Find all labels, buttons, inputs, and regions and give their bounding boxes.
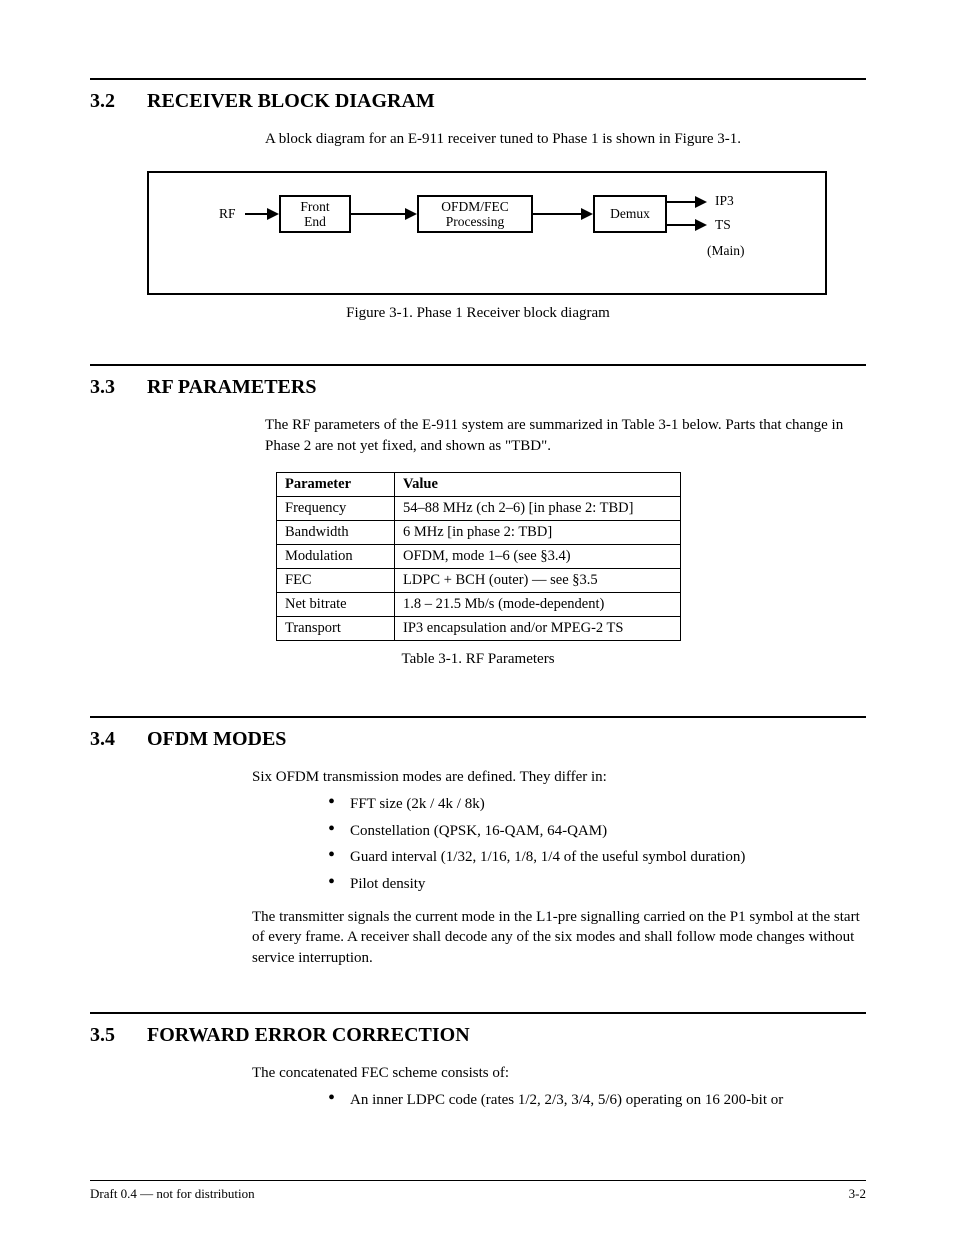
bullet-list: FFT size (2k / 4k / 8k) Constellation (QP… [90, 793, 866, 895]
section-3-3: 3.3 RF PARAMETERS The RF parameters of t… [90, 364, 866, 668]
table-cell: 1.8 – 21.5 Mb/s (mode-dependent) [395, 592, 681, 616]
list-item: FFT size (2k / 4k / 8k) [328, 793, 866, 816]
table-cell: IP3 encapsulation and/or MPEG-2 TS [395, 616, 681, 640]
diagram-node: OFDM/FECProcessing [417, 195, 533, 233]
figure-caption: Figure 3-1. Phase 1 Receiver block diagr… [90, 305, 866, 322]
table-row: TransportIP3 encapsulation and/or MPEG-2… [277, 616, 681, 640]
section-intro: A block diagram for an E-911 receiver tu… [265, 129, 865, 149]
page-footer: Draft 0.4 — not for distribution 3-2 [90, 1180, 866, 1202]
arrow-icon [351, 208, 417, 220]
section-number: 3.3 [90, 376, 115, 399]
section-number: 3.4 [90, 728, 115, 751]
list-item: Pilot density [328, 873, 866, 896]
table-cell: OFDM, mode 1–6 (see §3.4) [395, 544, 681, 568]
table-cell: 6 MHz [in phase 2: TBD] [395, 520, 681, 544]
footer-right: 3-2 [849, 1186, 866, 1202]
section-title: RF PARAMETERS [147, 376, 316, 398]
table-cell: Frequency [277, 496, 395, 520]
diagram-label: TS [715, 217, 731, 233]
diagram-node: Demux [593, 195, 667, 233]
page-content: 3.2 RECEIVER BLOCK DIAGRAM A block diagr… [90, 0, 866, 1116]
rf-parameters-table: ParameterValueFrequency54–88 MHz (ch 2–6… [276, 472, 681, 641]
section-3-2: 3.2 RECEIVER BLOCK DIAGRAM A block diagr… [90, 78, 866, 322]
table-header: Parameter [277, 472, 395, 496]
section-title: FORWARD ERROR CORRECTION [147, 1024, 470, 1046]
diagram-label: (Main) [707, 243, 745, 259]
table-header: Value [395, 472, 681, 496]
section-title: OFDM MODES [147, 728, 286, 750]
section-rule [90, 1012, 866, 1014]
footer-left: Draft 0.4 — not for distribution [90, 1186, 255, 1202]
arrow-icon [667, 196, 707, 208]
section-intro: The RF parameters of the E-911 system ar… [265, 415, 865, 456]
section-intro: The concatenated FEC scheme consists of: [252, 1063, 866, 1083]
section-rule [90, 364, 866, 366]
table-row: FECLDPC + BCH (outer) — see §3.5 [277, 568, 681, 592]
section-number: 3.5 [90, 1024, 115, 1047]
table-cell: FEC [277, 568, 395, 592]
table-cell: Modulation [277, 544, 395, 568]
table-row: ModulationOFDM, mode 1–6 (see §3.4) [277, 544, 681, 568]
arrow-icon [667, 219, 707, 231]
table-row: Frequency54–88 MHz (ch 2–6) [in phase 2:… [277, 496, 681, 520]
bullet-list: An inner LDPC code (rates 1/2, 2/3, 3/4,… [90, 1089, 866, 1112]
section-followup: The transmitter signals the current mode… [252, 907, 866, 968]
arrow-icon [533, 208, 593, 220]
footer-rule [90, 1180, 866, 1181]
table-row: Net bitrate1.8 – 21.5 Mb/s (mode-depende… [277, 592, 681, 616]
section-3-5: 3.5 FORWARD ERROR CORRECTION The concate… [90, 1012, 866, 1112]
block-diagram: FrontEnd OFDM/FECProcessing Demux RF IP3 TS (M… [147, 171, 827, 295]
table-cell: LDPC + BCH (outer) — see §3.5 [395, 568, 681, 592]
list-item: An inner LDPC code (rates 1/2, 2/3, 3/4,… [328, 1089, 866, 1112]
table-cell: Net bitrate [277, 592, 395, 616]
section-rule [90, 716, 866, 718]
diagram-label: IP3 [715, 193, 734, 209]
section-number: 3.2 [90, 90, 115, 113]
list-item: Guard interval (1/32, 1/16, 1/8, 1/4 of … [328, 846, 866, 869]
table-cell: 54–88 MHz (ch 2–6) [in phase 2: TBD] [395, 496, 681, 520]
section-3-4: 3.4 OFDM MODES Six OFDM transmission mod… [90, 716, 866, 968]
section-title: RECEIVER BLOCK DIAGRAM [147, 90, 435, 112]
arrow-icon [245, 208, 279, 220]
diagram-label: RF [219, 206, 236, 222]
diagram-node: FrontEnd [279, 195, 351, 233]
section-rule [90, 78, 866, 80]
section-intro: Six OFDM transmission modes are defined.… [252, 767, 866, 787]
list-item: Constellation (QPSK, 16-QAM, 64-QAM) [328, 820, 866, 843]
table-caption: Table 3-1. RF Parameters [90, 651, 866, 668]
table-cell: Bandwidth [277, 520, 395, 544]
table-row: Bandwidth6 MHz [in phase 2: TBD] [277, 520, 681, 544]
table-cell: Transport [277, 616, 395, 640]
